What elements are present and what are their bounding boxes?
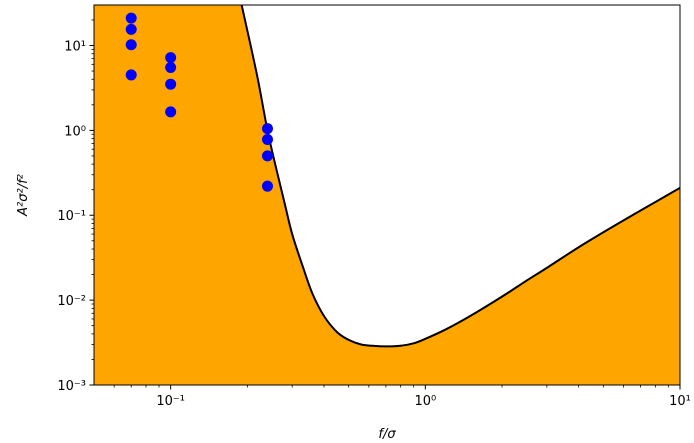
boundary-curve <box>240 5 680 348</box>
data-point <box>125 23 137 35</box>
stable-region-fill <box>94 5 680 385</box>
y-tick-label: 10⁰ <box>64 124 86 139</box>
data-point <box>125 39 137 51</box>
y-tick-label: 10⁻¹ <box>57 209 86 224</box>
plot-frame <box>93 4 681 386</box>
x-axis: 10⁻¹ 10⁰ 10¹ <box>113 385 691 409</box>
data-point <box>165 106 177 118</box>
x-tick-label: 10⁰ <box>414 394 436 409</box>
y-axis-label: A²σ²/f² <box>16 174 31 217</box>
data-point <box>165 78 177 90</box>
y-tick-label: 10⁻³ <box>57 379 86 394</box>
data-point <box>125 69 137 81</box>
plot-area <box>94 5 680 385</box>
data-point <box>261 150 273 162</box>
x-tick-label: 10⁻¹ <box>156 394 185 409</box>
x-axis-label: f/σ <box>378 427 396 442</box>
data-point <box>261 180 273 192</box>
data-point <box>261 123 273 135</box>
data-point <box>125 12 137 24</box>
data-point <box>165 62 177 74</box>
data-point <box>261 134 273 146</box>
y-tick-label: 10¹ <box>64 39 86 54</box>
y-axis: 10⁻³ 10⁻² 10⁻¹ 10⁰ 10¹ <box>57 19 94 394</box>
x-tick-label: 10¹ <box>669 394 691 409</box>
data-point <box>165 52 177 64</box>
y-tick-label: 10⁻² <box>57 294 86 309</box>
